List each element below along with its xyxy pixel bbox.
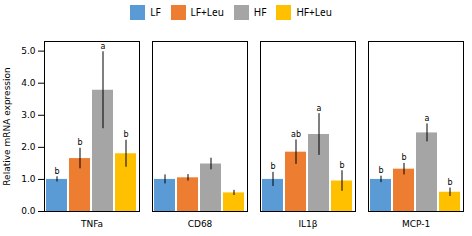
svg-text:b: b	[270, 162, 275, 171]
svg-text:IL1β: IL1β	[298, 219, 317, 229]
html-text:LF: LF	[150, 5, 161, 19]
svg-text:b: b	[339, 161, 344, 170]
svg-text:b: b	[77, 138, 82, 147]
svg-text:b: b	[378, 166, 383, 175]
svg-text:TNFa: TNFa	[80, 219, 103, 229]
svg-text:0.0: 0.0	[21, 206, 36, 216]
svg-text:CD68: CD68	[188, 219, 213, 229]
svg-text:b: b	[54, 167, 59, 176]
svg-text:b: b	[401, 153, 406, 162]
html-text:HF+Leu: HF+Leu	[296, 5, 332, 19]
svg-text:1.0: 1.0	[21, 174, 36, 184]
svg-text:Relative mRNA expression: Relative mRNA expression	[2, 67, 12, 185]
html-text:HF: HF	[253, 5, 267, 19]
html-text:LF+Leu: LF+Leu	[190, 5, 224, 19]
svg-text:ab: ab	[291, 130, 301, 139]
svg-text:3.0: 3.0	[21, 110, 36, 120]
svg-text:a: a	[425, 114, 430, 123]
svg-text:a: a	[317, 104, 322, 113]
svg-text:b: b	[447, 178, 452, 187]
svg-text:4.0: 4.0	[21, 78, 36, 88]
svg-text:a: a	[101, 42, 106, 51]
svg-text:2.0: 2.0	[21, 142, 36, 152]
svg-text:b: b	[123, 130, 128, 139]
svg-text:5.0: 5.0	[21, 46, 36, 56]
svg-text:MCP-1: MCP-1	[402, 219, 430, 229]
